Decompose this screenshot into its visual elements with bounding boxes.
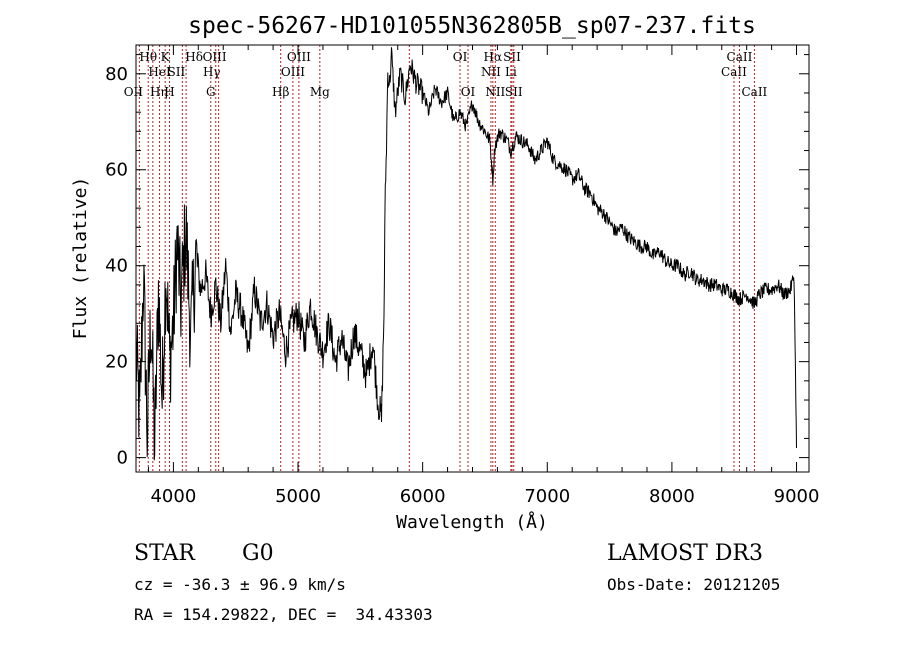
line-marker-label: Hθ [139, 50, 157, 64]
survey-name: LAMOST DR3 [607, 541, 763, 566]
line-marker-label: CaII [727, 50, 753, 64]
line-marker-label: OI [461, 85, 476, 99]
line-marker-label: SII [168, 65, 186, 79]
line-marker-label: HeI [148, 65, 171, 79]
line-marker-label: OIII [281, 65, 305, 79]
spectral-line-markers: OIIHθHηHeIKHSIIHδGHγOIIIHβOIIIOIIIMgOIOI… [124, 45, 768, 472]
line-marker-label: Li [505, 65, 517, 79]
obs-date: Obs-Date: 20121205 [607, 575, 780, 594]
line-marker-label: Hγ [203, 65, 221, 79]
y-tick-label: 60 [105, 160, 128, 181]
line-marker-label: OIII [203, 50, 227, 64]
line-marker-label: OII [124, 85, 144, 99]
y-tick-label: 0 [117, 448, 128, 469]
line-marker-label: H [164, 85, 174, 99]
line-marker-label: Hδ [185, 50, 203, 64]
object-class: STAR [134, 541, 196, 566]
x-tick-label: 7000 [524, 486, 570, 507]
y-tick-label: 20 [105, 352, 128, 373]
y-tick-label: 40 [105, 256, 128, 277]
y-axis-label: Flux (relative) [70, 177, 91, 340]
line-marker-label: NII [481, 65, 501, 79]
redshift-readout: cz = -36.3 ± 96.9 km/s [134, 575, 346, 594]
x-tick-label: 9000 [774, 486, 820, 507]
coordinates: RA = 154.29822, DEC = 34.43303 [134, 605, 433, 624]
series-layer [135, 47, 797, 461]
x-tick-label: 5000 [275, 486, 321, 507]
spectrum-line [135, 47, 797, 461]
line-marker-label: OI [453, 50, 468, 64]
line-marker-label: NII [485, 85, 505, 99]
x-tick-label: 6000 [400, 486, 446, 507]
x-tick-label: 4000 [150, 486, 196, 507]
line-marker-label: Mg [310, 85, 330, 99]
axes: 4000 5000 6000 7000 8000 9000 0 20 40 60 80 [105, 45, 819, 507]
line-marker-label: CaII [721, 65, 747, 79]
x-axis-label: Wavelength (Å) [396, 511, 548, 533]
line-marker-label: CaII [741, 85, 767, 99]
line-marker-label: Hα [484, 50, 503, 64]
chart-title: spec-56267-HD101055N362805B_sp07-237.fit… [188, 13, 756, 39]
line-marker-label: Hη [150, 85, 168, 99]
line-marker-label: OIII [287, 50, 311, 64]
object-subclass: G0 [242, 541, 274, 566]
line-marker-label: K [161, 50, 171, 64]
line-marker-label: SII [503, 50, 521, 64]
line-marker-label: SII [505, 85, 523, 99]
line-marker-label: Hβ [272, 85, 289, 99]
x-tick-label: 8000 [649, 486, 695, 507]
y-tick-label: 80 [105, 64, 128, 85]
line-marker-label: G [206, 85, 216, 99]
